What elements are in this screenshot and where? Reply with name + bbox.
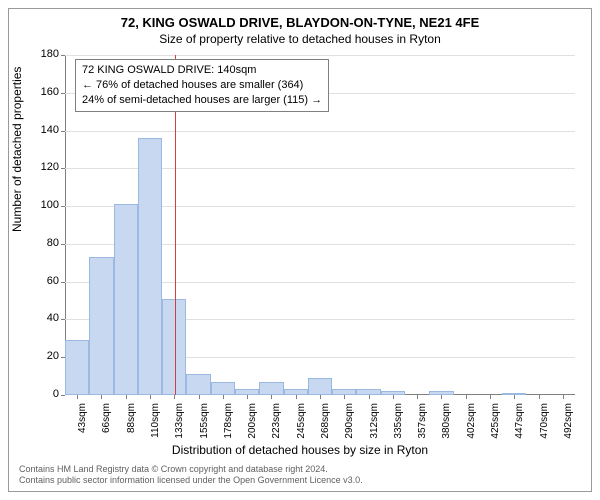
x-tick-mark <box>490 395 491 399</box>
chart-subtitle: Size of property relative to detached ho… <box>9 32 591 46</box>
x-tick-label: 200sqm <box>247 403 258 443</box>
info-box: 72 KING OSWALD DRIVE: 140sqm ← 76% of de… <box>75 59 329 112</box>
x-tick-label: 268sqm <box>320 403 331 443</box>
x-tick-label: 245sqm <box>296 403 307 443</box>
x-tick-label: 290sqm <box>344 403 355 443</box>
x-tick-mark <box>369 395 370 399</box>
x-tick-label: 425sqm <box>490 403 501 443</box>
x-tick-label: 133sqm <box>174 403 185 443</box>
x-tick-mark <box>441 395 442 399</box>
x-tick-mark <box>393 395 394 399</box>
y-tick-mark <box>61 168 65 169</box>
chart-container: 72, KING OSWALD DRIVE, BLAYDON-ON-TYNE, … <box>8 8 592 492</box>
x-tick-label: 43sqm <box>77 403 88 443</box>
y-tick-mark <box>61 244 65 245</box>
y-tick-label: 180 <box>29 48 59 60</box>
footer-line-1: Contains HM Land Registry data © Crown c… <box>19 464 363 476</box>
info-line-3: 24% of semi-detached houses are larger (… <box>82 93 322 108</box>
y-tick-label: 160 <box>29 86 59 98</box>
x-tick-mark <box>223 395 224 399</box>
bar <box>89 257 113 395</box>
y-tick-label: 0 <box>29 388 59 400</box>
info-line-1: 72 KING OSWALD DRIVE: 140sqm <box>82 63 322 78</box>
x-tick-label: 492sqm <box>563 403 574 443</box>
x-tick-mark <box>563 395 564 399</box>
x-tick-mark <box>417 395 418 399</box>
x-tick-label: 66sqm <box>101 403 112 443</box>
grid-line <box>65 55 575 56</box>
x-tick-label: 88sqm <box>126 403 137 443</box>
bar <box>114 204 138 395</box>
x-tick-label: 155sqm <box>199 403 210 443</box>
bar <box>211 382 235 395</box>
x-tick-mark <box>150 395 151 399</box>
x-axis-label: Distribution of detached houses by size … <box>9 443 591 457</box>
y-tick-mark <box>61 357 65 358</box>
y-axis-label: Number of detached properties <box>10 67 24 232</box>
y-tick-mark <box>61 319 65 320</box>
y-tick-label: 40 <box>29 312 59 324</box>
x-tick-label: 402sqm <box>466 403 477 443</box>
x-tick-label: 447sqm <box>514 403 525 443</box>
x-tick-mark <box>174 395 175 399</box>
bar <box>308 378 332 395</box>
bar <box>138 138 162 395</box>
y-tick-label: 60 <box>29 275 59 287</box>
y-tick-label: 100 <box>29 199 59 211</box>
x-tick-mark <box>199 395 200 399</box>
x-tick-mark <box>126 395 127 399</box>
x-tick-mark <box>539 395 540 399</box>
footer-line-2: Contains public sector information licen… <box>19 475 363 487</box>
y-tick-label: 20 <box>29 350 59 362</box>
x-tick-mark <box>514 395 515 399</box>
y-tick-label: 120 <box>29 161 59 173</box>
y-tick-label: 80 <box>29 237 59 249</box>
footer: Contains HM Land Registry data © Crown c… <box>19 464 363 487</box>
x-tick-label: 223sqm <box>271 403 282 443</box>
x-tick-label: 312sqm <box>369 403 380 443</box>
x-tick-label: 380sqm <box>441 403 452 443</box>
x-tick-label: 335sqm <box>393 403 404 443</box>
grid-line <box>65 131 575 132</box>
x-tick-label: 178sqm <box>223 403 234 443</box>
x-tick-mark <box>77 395 78 399</box>
bar <box>259 382 283 395</box>
bar <box>186 374 210 395</box>
y-tick-mark <box>61 206 65 207</box>
x-tick-mark <box>247 395 248 399</box>
y-tick-mark <box>61 93 65 94</box>
x-tick-mark <box>271 395 272 399</box>
y-tick-label: 140 <box>29 124 59 136</box>
info-line-2: ← 76% of detached houses are smaller (36… <box>82 78 322 93</box>
x-tick-mark <box>320 395 321 399</box>
x-tick-mark <box>344 395 345 399</box>
chart-title: 72, KING OSWALD DRIVE, BLAYDON-ON-TYNE, … <box>9 15 591 30</box>
x-tick-label: 110sqm <box>150 403 161 443</box>
y-tick-mark <box>61 55 65 56</box>
bar <box>65 340 89 395</box>
x-tick-mark <box>466 395 467 399</box>
y-tick-mark <box>61 282 65 283</box>
y-tick-mark <box>61 395 65 396</box>
x-tick-mark <box>296 395 297 399</box>
x-tick-label: 470sqm <box>539 403 550 443</box>
x-tick-label: 357sqm <box>417 403 428 443</box>
x-tick-mark <box>101 395 102 399</box>
y-tick-mark <box>61 131 65 132</box>
